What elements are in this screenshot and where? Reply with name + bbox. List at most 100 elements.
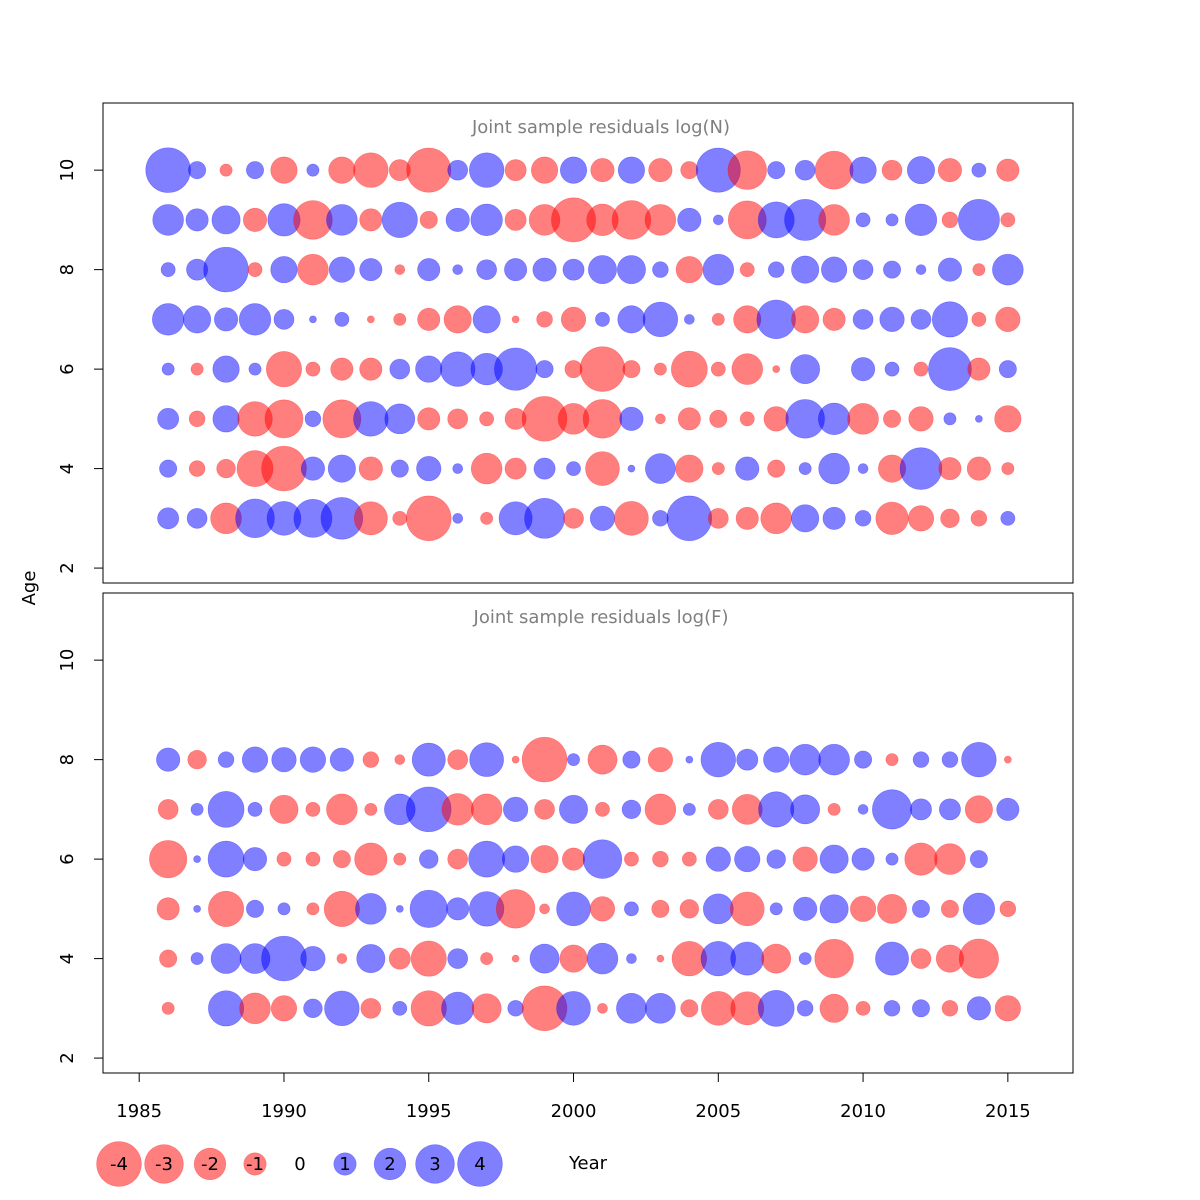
residual-bubble — [597, 1003, 608, 1014]
residual-bubble — [559, 794, 588, 824]
residual-bubble — [511, 315, 520, 324]
residual-bubble — [159, 459, 178, 478]
residual-bubble — [616, 255, 646, 285]
residual-bubble — [271, 747, 297, 773]
residual-bubble — [193, 905, 201, 913]
residual-bubble — [995, 306, 1021, 332]
residual-bubble — [647, 747, 673, 773]
residual-bubble — [246, 899, 264, 918]
residual-bubble — [447, 408, 469, 430]
residual-bubble — [821, 256, 848, 283]
residual-bubble — [562, 258, 585, 281]
residual-bubble — [479, 411, 495, 427]
legend-bubble — [193, 1147, 227, 1181]
residual-bubble — [736, 748, 759, 771]
residual-bubble — [975, 415, 983, 423]
residual-bubble — [186, 508, 208, 529]
residual-bubble — [246, 161, 264, 180]
residual-bubble — [211, 205, 241, 235]
residual-bubble — [393, 852, 407, 866]
residual-bubble — [157, 407, 180, 430]
residual-bubble — [208, 890, 245, 927]
legend-label: -3 — [155, 1154, 173, 1175]
residual-bubble — [910, 309, 932, 330]
residual-bubble — [188, 410, 206, 428]
residual-bubble — [772, 365, 781, 373]
size-legend: -4 -3 -2 -1 0 1 2 3 4 — [96, 1141, 503, 1187]
residual-bubble — [532, 257, 557, 282]
residual-bubble — [521, 736, 568, 783]
residual-bubble — [394, 754, 406, 765]
residual-bubble — [822, 506, 846, 530]
residual-bubble — [967, 357, 991, 381]
residual-bubble — [539, 903, 550, 915]
legend-label: 2 — [384, 1154, 395, 1175]
residual-bubble — [994, 995, 1021, 1022]
residual-bubble — [937, 158, 962, 183]
residual-bubble — [185, 208, 209, 232]
residual-bubble — [441, 991, 475, 1025]
residual-bubble — [447, 948, 469, 969]
residual-bubble — [447, 749, 469, 770]
residual-bubble — [208, 990, 245, 1027]
residual-bubble — [470, 793, 503, 826]
residual-bubble — [675, 256, 703, 284]
residual-bubble — [533, 457, 556, 480]
residual-bubble — [818, 204, 850, 236]
residual-bubble — [972, 263, 986, 277]
residual-bubble — [470, 203, 503, 237]
residual-bubble — [157, 507, 180, 530]
residual-bubble — [767, 459, 786, 478]
residual-bubble — [441, 793, 474, 826]
residual-bubble — [928, 347, 972, 391]
residual-bubble — [446, 897, 470, 921]
residual-bubble — [242, 847, 268, 872]
residual-bubble — [389, 358, 411, 380]
residual-bubble — [504, 258, 528, 282]
residual-bubble — [406, 495, 452, 542]
residual-bubble — [941, 211, 959, 229]
residual-bubble — [472, 305, 501, 334]
residual-bubble — [388, 947, 411, 970]
residual-bubble — [326, 204, 358, 236]
residual-bubble — [193, 855, 201, 863]
residual-bubble — [183, 305, 212, 334]
y-tick-label: 6 — [57, 853, 78, 864]
residual-bubble — [306, 163, 320, 177]
residual-bubble — [502, 845, 530, 873]
residual-bubble — [305, 851, 321, 867]
residual-bubble — [729, 891, 765, 927]
residual-bubble — [798, 462, 812, 476]
residual-bubble — [847, 403, 879, 435]
residual-bubble — [358, 456, 383, 481]
panel-top-y-axis: 2 4 6 8 10 — [57, 159, 103, 574]
y-tick-label: 4 — [57, 463, 78, 474]
residual-bubble — [304, 410, 322, 428]
residual-bubble — [416, 456, 442, 482]
residual-bubble — [306, 902, 320, 916]
residual-bubble — [941, 751, 959, 768]
residual-bubble — [769, 902, 783, 916]
residual-bubble — [524, 498, 565, 539]
residual-bubble — [758, 791, 795, 828]
x-tick-label: 1990 — [261, 1101, 307, 1122]
residual-bubble — [819, 894, 849, 924]
residual-bubble — [530, 845, 559, 874]
residual-bubble — [359, 357, 383, 381]
residual-bubble — [1001, 462, 1015, 476]
residual-bubble — [648, 158, 673, 183]
legend-label: 3 — [429, 1154, 440, 1175]
residual-bubble — [269, 794, 299, 824]
residual-bubble — [964, 795, 993, 824]
residual-bubble — [579, 346, 626, 392]
residual-bubble — [393, 312, 407, 326]
residual-bubble — [653, 362, 667, 376]
residual-bubble — [188, 161, 207, 180]
residual-bubble — [273, 309, 295, 330]
residual-bubble — [912, 751, 930, 768]
residual-bubble — [969, 850, 988, 869]
residual-bubble — [624, 851, 639, 867]
residual-bubble — [789, 743, 821, 776]
residual-bubble — [940, 508, 960, 529]
residual-bubble — [961, 741, 997, 778]
